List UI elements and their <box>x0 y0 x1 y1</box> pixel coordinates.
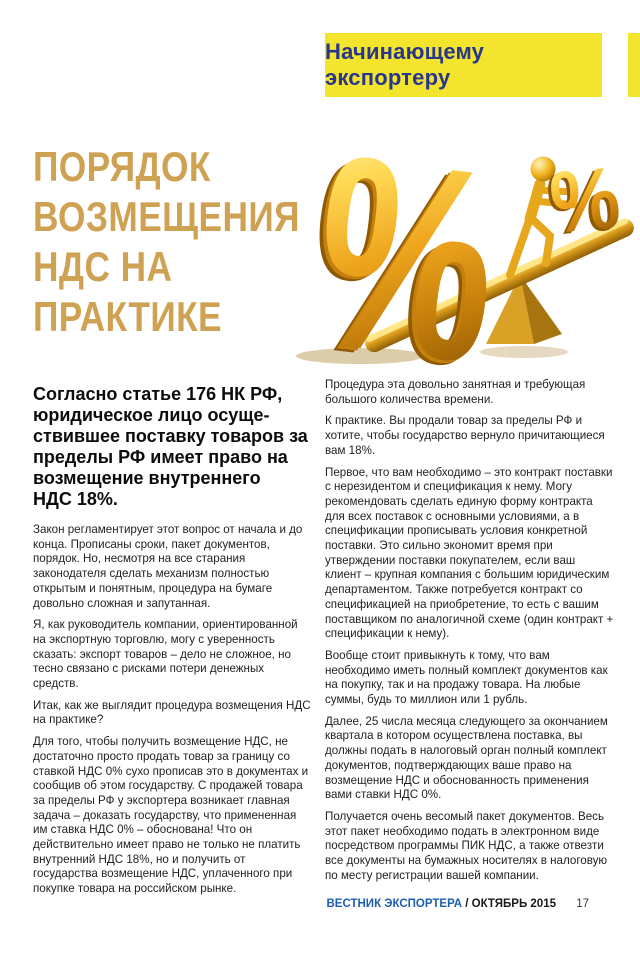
svg-text:%: % <box>293 112 506 374</box>
seesaw-plank <box>365 218 634 353</box>
lead-paragraph: Согласно статье 176 НК РФ, юридическое л… <box>33 384 312 510</box>
page-footer: ВЕСТНИК ЭКСПОРТЕРА / ОКТЯБРЬ 2015 17 <box>325 898 589 910</box>
percent-symbol-large-icon: % % % <box>293 112 513 374</box>
percent-seesaw-illustration: % % % % % <box>293 112 634 374</box>
left-column: Согласно статье 176 НК РФ, юридическое л… <box>33 384 312 904</box>
svg-text:%: % <box>543 150 621 254</box>
body-paragraph: Закон регламентирует этот вопрос от нача… <box>33 523 303 610</box>
section-badge: Начинающему экспортеру <box>325 33 602 97</box>
journal-name: ВЕСТНИК ЭКСПОРТЕРА <box>326 898 463 910</box>
seesaw-wedge <box>486 275 562 344</box>
shadow-left <box>296 348 424 364</box>
body-paragraph: Для того, чтобы получить возмещение НДС,… <box>33 735 309 896</box>
svg-text:%: % <box>296 112 509 374</box>
section-badge-bleed <box>628 33 640 97</box>
page-title: ПОРЯДОК ВОЗМЕЩЕНИЯ НДС НА ПРАКТИКЕ <box>33 142 300 342</box>
page-title-line: ПРАКТИКЕ <box>33 293 223 340</box>
body-paragraph: К практике. Вы продали товар за пределы … <box>325 414 605 457</box>
right-column: Процедура эта довольно занятная и требую… <box>325 378 614 891</box>
percent-symbol-small-icon: % % <box>543 148 624 254</box>
lead-line: ствившее поставку товаров за <box>33 426 308 446</box>
lead-line: Согласно статье 176 НК РФ, <box>33 384 283 404</box>
body-paragraph: Первое, что вам необходимо – это контрак… <box>325 465 614 641</box>
issue-label: / ОКТЯБРЬ 2015 <box>465 898 556 910</box>
lead-line: юридическое лицо осуще- <box>33 405 270 425</box>
lead-line: НДС 18%. <box>33 489 118 509</box>
figure-pushing-icon <box>506 156 579 279</box>
page-title-line: НДС НА <box>33 243 173 290</box>
svg-text:%: % <box>300 112 513 374</box>
body-paragraph: Я, как руководитель компании, ориентиров… <box>33 618 298 691</box>
svg-text:%: % <box>546 148 624 252</box>
page-title-line: ПОРЯДОК <box>33 143 211 190</box>
page-title-line: ВОЗМЕЩЕНИЯ <box>33 193 300 240</box>
body-paragraph: Далее, 25 числа месяца следующего за око… <box>325 714 608 802</box>
body-paragraph: Процедура эта довольно занятная и требую… <box>325 378 586 406</box>
lead-line: пределы РФ имеет право на <box>33 447 288 467</box>
lead-line: возмещение внутреннего <box>33 468 261 488</box>
page-number: 17 <box>576 898 589 910</box>
section-badge-label: Начинающему экспортеру <box>325 39 485 90</box>
body-paragraph: Итак, как же выглядит процедура возмещен… <box>33 698 311 727</box>
body-paragraph: Получается очень весомый пакет документо… <box>325 809 608 882</box>
body-paragraph: Вообще стоит привыкнуть к тому, что вам … <box>325 648 608 707</box>
shadow-wedge <box>480 346 568 358</box>
